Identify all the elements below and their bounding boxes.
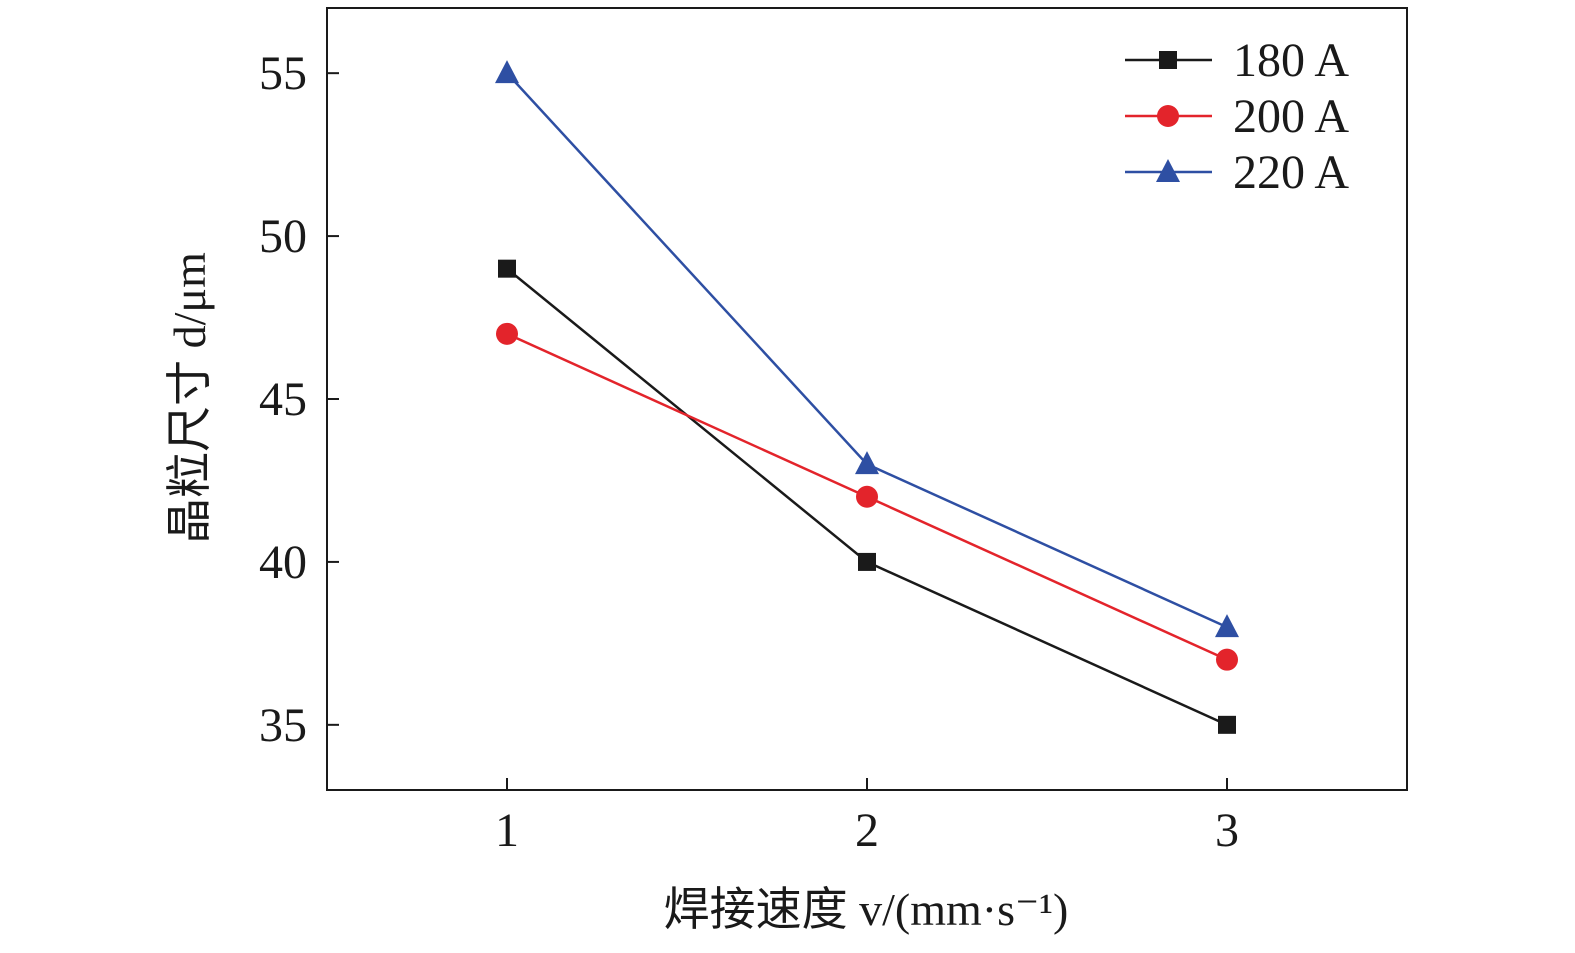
series-180a	[498, 259, 1236, 734]
series-220a	[495, 60, 1239, 638]
y-axis-title: 晶粒尺寸 d/μm	[164, 252, 215, 544]
data-point	[496, 322, 518, 345]
legend-label: 220 A	[1233, 146, 1349, 199]
legend-entry: 180 A	[1125, 34, 1349, 87]
series-line	[506, 72, 1228, 629]
data-point	[1216, 648, 1238, 671]
y-tick-label: 55	[259, 47, 307, 100]
legend-marker	[1157, 105, 1179, 127]
x-tick-label: 2	[855, 804, 879, 857]
x-tick-label: 1	[495, 804, 519, 857]
legend-marker	[1159, 51, 1177, 69]
data-point	[495, 60, 519, 84]
series-200a	[496, 322, 1238, 671]
y-tick-label: 45	[259, 373, 307, 426]
data-point	[856, 485, 878, 508]
data-point	[855, 451, 879, 475]
y-tick-label: 35	[259, 699, 307, 752]
x-tick-label: 3	[1215, 804, 1239, 857]
legend-label: 200 A	[1233, 90, 1349, 143]
legend-marker	[1156, 159, 1180, 182]
series-layer	[495, 60, 1239, 734]
axis-ticks: 35 40 45 50 55 1 2 3	[259, 47, 1239, 857]
legend-label: 180 A	[1233, 34, 1349, 87]
data-point	[1215, 614, 1239, 638]
legend-entry: 220 A	[1125, 146, 1349, 199]
y-tick-label: 50	[259, 210, 307, 263]
y-tick-label: 40	[259, 536, 307, 589]
legend-entry: 200 A	[1125, 90, 1349, 143]
data-point	[498, 259, 516, 278]
x-axis-title: 焊接速度 v/(mm·s⁻¹)	[664, 884, 1069, 935]
data-point	[858, 552, 876, 571]
data-point	[1218, 715, 1236, 734]
